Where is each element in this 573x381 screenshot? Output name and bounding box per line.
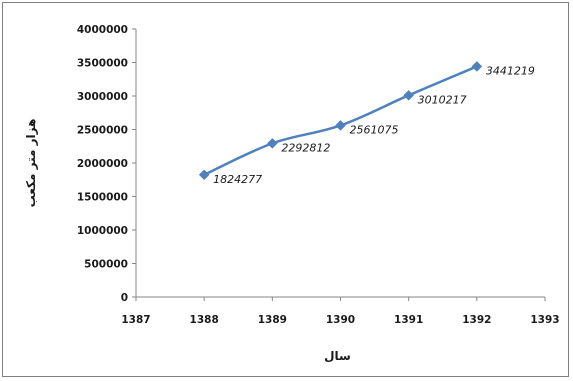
data-point-marker xyxy=(266,138,278,149)
tick-labels: 0 500000 1000000 1500000 2000000 2500000 30000… xyxy=(77,24,560,326)
data-point-marker xyxy=(335,120,346,131)
x-tick-label: 1391 xyxy=(394,314,423,326)
y-tick-label: 1000000 xyxy=(77,225,128,237)
axes xyxy=(132,28,546,301)
data-label: 2561075 xyxy=(350,123,399,136)
x-tick-label: 1390 xyxy=(326,314,355,326)
x-tick-label: 1392 xyxy=(462,314,491,326)
data-label: 3010217 xyxy=(418,93,467,106)
data-labels: 1824277 2292812 2561075 3010217 3441219 xyxy=(213,64,535,185)
data-label: 3441219 xyxy=(486,64,535,77)
line-chart: 0 500000 1000000 1500000 2000000 2500000 30000… xyxy=(24,24,560,363)
data-point-marker xyxy=(403,89,415,101)
y-tick-label: 2500000 xyxy=(77,125,128,137)
data-label: 2292812 xyxy=(281,141,330,154)
x-axis-title: سال xyxy=(324,349,351,363)
data-label: 1824277 xyxy=(213,173,262,186)
y-tick-label: 1500000 xyxy=(77,192,128,204)
x-tick-label: 1393 xyxy=(530,314,559,326)
x-tick-label: 1387 xyxy=(121,314,150,326)
y-tick-label: 4000000 xyxy=(77,24,128,36)
y-tick-label: 500000 xyxy=(84,259,128,271)
y-tick-label: 0 xyxy=(121,292,128,304)
y-tick-label: 3000000 xyxy=(77,91,128,103)
y-axis-title: هزار متر مكعب xyxy=(24,119,38,208)
data-point-marker xyxy=(198,169,210,181)
series xyxy=(198,61,483,181)
chart-frame: 0 500000 1000000 1500000 2000000 2500000 30000… xyxy=(2,2,569,377)
x-tick-label: 1388 xyxy=(190,314,219,326)
y-tick-label: 2000000 xyxy=(77,158,128,170)
y-tick-label: 3500000 xyxy=(77,58,128,70)
x-tick-label: 1389 xyxy=(258,314,287,326)
data-point-marker xyxy=(471,61,483,72)
